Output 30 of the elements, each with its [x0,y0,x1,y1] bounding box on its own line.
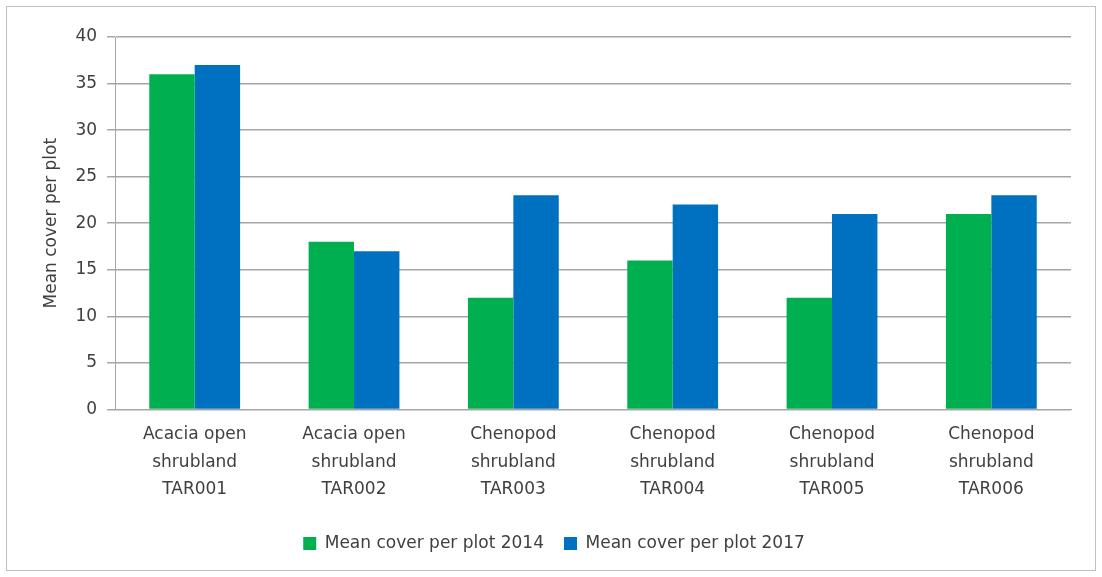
x-tick-label: Acacia open shrubland TAR001 [142,423,247,498]
bar [513,195,559,409]
bar [832,213,878,409]
y-tick-label: 5 [86,351,98,372]
x-tick-label: Chenopod shrubland TAR004 [629,423,716,498]
y-tick-label: 15 [75,258,98,279]
x-tick-label: Chenopod shrubland TAR006 [948,423,1035,498]
bar [354,251,400,409]
bar [194,64,241,409]
bar [945,213,992,409]
bar [308,241,355,409]
bar [149,74,195,409]
y-axis-title: Mean cover per plot [39,137,60,309]
bar [627,260,673,409]
x-tick-label: Acacia open shrubland TAR002 [302,423,406,498]
bar [467,297,514,409]
y-tick-label: 0 [86,397,98,418]
x-tick-label: Chenopod shrubland TAR005 [788,423,876,498]
x-tick-label: Chenopod shrubland TAR003 [470,423,557,498]
y-tick-label: 35 [75,71,98,92]
y-tick-label: 25 [75,165,98,186]
bar [786,297,833,409]
y-tick-label: 40 [75,25,98,46]
y-tick-label: 30 [75,118,98,139]
bar [672,204,719,409]
legend-label: Mean cover per plot 2017 [585,531,805,552]
bar [991,195,1037,409]
y-tick-label: 20 [75,211,98,232]
legend-label: Mean cover per plot 2014 [324,531,545,552]
y-tick-label: 10 [75,304,98,325]
